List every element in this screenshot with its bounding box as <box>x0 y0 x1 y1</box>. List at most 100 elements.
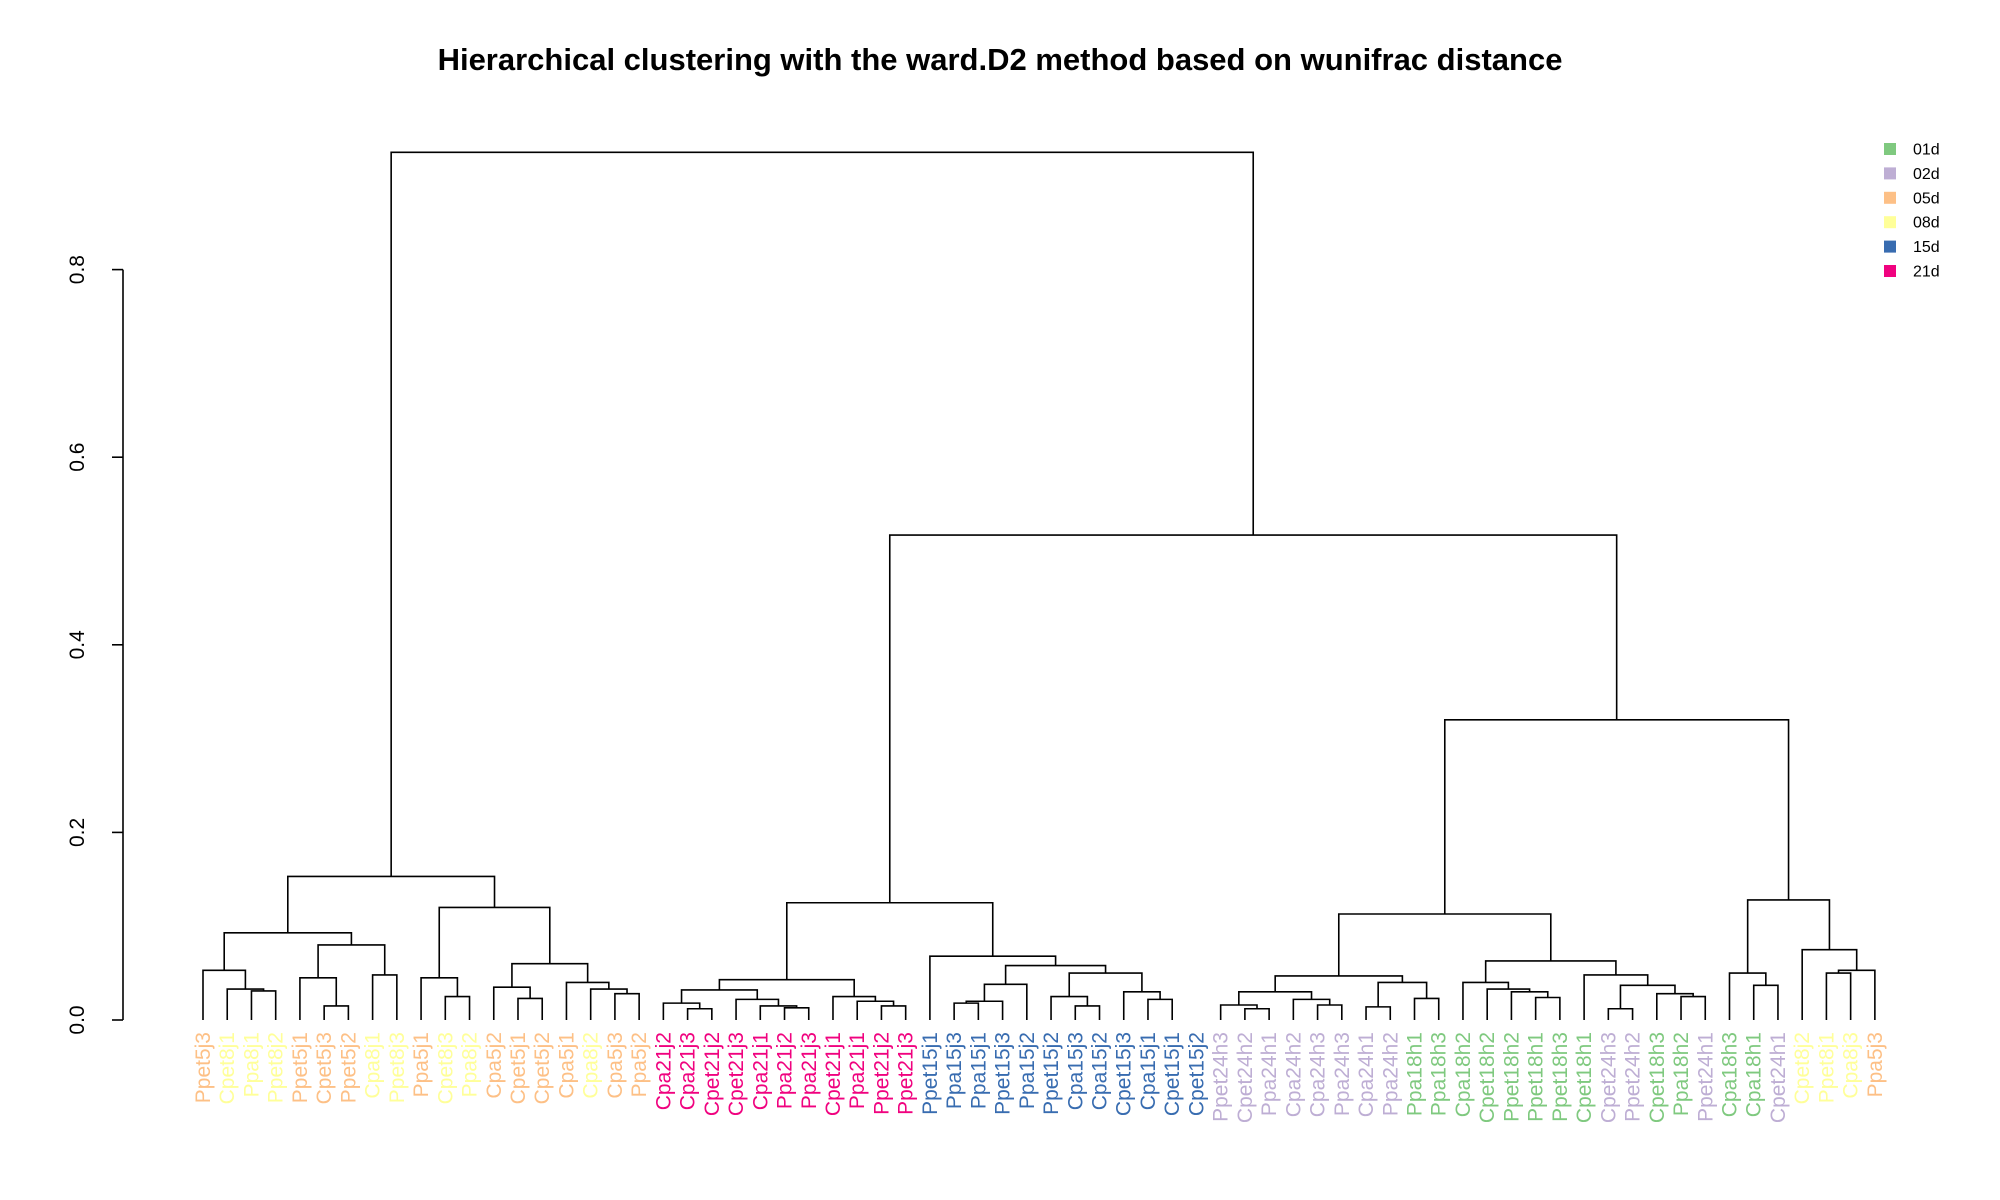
legend-swatch <box>1884 216 1896 229</box>
leaf-label: Cpet8j1 <box>216 1032 239 1104</box>
y-tick-label: 0.8 <box>66 255 89 284</box>
leaf-label: Cpa21j3 <box>677 1032 700 1110</box>
dendrogram-link <box>662 1002 701 1020</box>
dendrogram-link <box>1656 992 1694 1020</box>
leaf-label: Ppet24h2 <box>1622 1032 1645 1122</box>
dendrogram-link <box>1837 969 1876 1020</box>
dendrogram-link <box>718 978 855 997</box>
leaf-label: Ppa15j2 <box>1016 1032 1039 1109</box>
dendrogram-link <box>1244 1007 1270 1020</box>
legend-swatch <box>1884 265 1896 277</box>
dendrogram-link <box>1680 995 1707 1020</box>
dendrogram-link <box>783 1007 810 1020</box>
legend-label: 01d <box>1913 142 1940 159</box>
leaf-label: Ppet24h3 <box>1210 1032 1233 1122</box>
dendrogram-link <box>965 1000 1004 1020</box>
dendrogram-link <box>565 981 610 1020</box>
dendrogram-link <box>1443 719 1790 915</box>
leaf-label: Cpa18h3 <box>1718 1032 1741 1117</box>
leaf-label: Ppet21j3 <box>895 1032 918 1115</box>
leaf-label: Cpet24h2 <box>1234 1032 1257 1123</box>
leaf-label: Ppet8j3 <box>386 1032 409 1103</box>
legend-swatch <box>1884 191 1896 204</box>
dendrogram-link <box>735 998 780 1020</box>
dendrogram-link <box>953 1002 980 1020</box>
leaf-label: Ppet5j1 <box>289 1032 312 1103</box>
dendrogram-link <box>1292 998 1331 1020</box>
leaf-label: Cpa5j2 <box>483 1032 506 1099</box>
y-tick-label: 0.4 <box>66 630 89 660</box>
leaf-label: Cpa18h1 <box>1743 1032 1766 1117</box>
leaf-label: Ppet15j2 <box>1040 1032 1063 1115</box>
dendrogram-link <box>511 962 589 988</box>
dendrogram-link <box>1746 899 1831 974</box>
dendrogram-link <box>1462 981 1510 1020</box>
leaf-label: Ppa18h2 <box>1670 1032 1693 1116</box>
legend-swatch <box>1884 240 1896 253</box>
leaf-label: Cpet8j2 <box>1791 1032 1814 1104</box>
leaf-label: Cpa5j1 <box>555 1032 578 1099</box>
legend-label: 15d <box>1913 239 1940 256</box>
leaf-label: Ppa15j1 <box>967 1032 990 1109</box>
dendrogram-link <box>1074 1005 1101 1020</box>
dendrogram-links <box>202 151 1876 1020</box>
dendrogram-link <box>299 976 338 1020</box>
leaf-label: Ppa5j2 <box>628 1032 651 1097</box>
leaf-label: Cpet8j3 <box>434 1032 457 1104</box>
leaf-label: Ppa8j2 <box>459 1032 482 1097</box>
leaf-label: Ppet8j1 <box>1815 1032 1838 1103</box>
leaf-label: Ppet15j1 <box>919 1032 942 1115</box>
leaf-label: Cpet21j1 <box>822 1032 845 1116</box>
leaf-label: Cpet21j3 <box>725 1032 748 1116</box>
dendrogram-link <box>323 1005 350 1020</box>
dendrogram-link <box>1050 995 1089 1020</box>
dendrogram-link <box>1316 1004 1343 1020</box>
dendrogram-link <box>317 944 386 978</box>
dendrogram-link <box>856 1000 895 1020</box>
dendrogram-link <box>420 976 459 1020</box>
dendrogram-link <box>1728 972 1767 1020</box>
dendrogram-link <box>438 906 551 978</box>
y-tick-label: 0.0 <box>66 1005 89 1034</box>
dendrogram-link <box>1510 991 1549 1020</box>
dendrogram-link <box>1413 997 1440 1020</box>
leaf-label: Cpa15j2 <box>1089 1032 1112 1110</box>
dendrogram-link <box>1583 974 1649 1020</box>
leaf-label: Ppa18h1 <box>1404 1032 1427 1116</box>
dendrogram-link <box>1377 981 1428 1007</box>
leaf-label: Cpet18h2 <box>1476 1032 1499 1123</box>
dendrogram-link <box>226 988 265 1020</box>
dendrogram-link <box>1825 972 1852 1020</box>
y-axis: 0.0 0.2 0.4 0.6 0.8 <box>66 255 124 1035</box>
dendrogram-link <box>888 534 1618 903</box>
legend: 01d 02d 05d 08d 15d 21d <box>1884 142 1940 281</box>
leaf-label: Ppet21j2 <box>870 1032 893 1115</box>
legend-label: 02d <box>1913 166 1940 183</box>
dendrogram-link <box>517 997 544 1020</box>
leaf-label: Cpa21j2 <box>652 1032 675 1110</box>
dendrogram-link <box>832 995 877 1020</box>
leaf-label: Cpet15j2 <box>1185 1032 1208 1116</box>
dendrogram-link <box>1486 988 1531 1020</box>
leaf-label: Ppet18h1 <box>1525 1032 1548 1122</box>
leaf-labels: Ppet5j3 Cpet8j1 Ppa8j1 Ppet8j2 Ppet5j1 Cpet5j… <box>192 1032 1887 1123</box>
leaf-label: Cpet5j2 <box>531 1032 554 1104</box>
leaf-label: Cpa15j1 <box>1137 1032 1160 1110</box>
dendrogram-link <box>983 983 1028 1020</box>
dendrogram-link <box>1219 1004 1258 1020</box>
dendrogram-link <box>1147 998 1173 1020</box>
leaf-label: Ppet5j2 <box>337 1032 360 1103</box>
dendrogram-link <box>1534 996 1561 1020</box>
dendrogram-link <box>250 990 277 1020</box>
leaf-label: Ppet18h3 <box>1549 1032 1572 1122</box>
leaf-label: Cpet24h3 <box>1597 1032 1620 1123</box>
leaf-label: Ppa24h3 <box>1331 1032 1354 1116</box>
dendrogram-link <box>371 974 398 1020</box>
leaf-label: Ppa24h1 <box>1258 1032 1281 1116</box>
leaf-label: Cpa24h2 <box>1282 1032 1305 1117</box>
dendrogram-link <box>1274 975 1404 992</box>
leaf-label: Ppa5j3 <box>1864 1032 1887 1097</box>
leaf-label: Ppa24h2 <box>1379 1032 1402 1116</box>
chart-title: Hierarchical clustering with the ward.D2… <box>437 42 1563 77</box>
